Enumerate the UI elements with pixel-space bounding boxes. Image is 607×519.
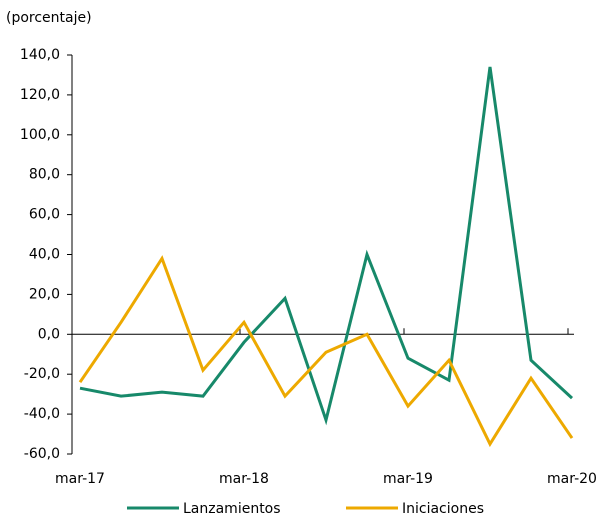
y-tick-label: -60,0 <box>24 446 60 462</box>
y-tick-label: 100,0 <box>20 127 60 143</box>
series-line <box>78 255 574 448</box>
y-tick-label: 80,0 <box>29 167 60 183</box>
x-tick-label: mar-19 <box>383 471 433 487</box>
y-tick-label: -40,0 <box>24 406 60 422</box>
series-line <box>79 66 574 426</box>
x-tick-label: mar-18 <box>219 471 269 487</box>
legend-label: Lanzamientos <box>183 501 281 517</box>
x-tick-label: mar-17 <box>55 471 105 487</box>
y-tick-label: -20,0 <box>24 366 60 382</box>
y-tick-label: 0,0 <box>38 326 60 342</box>
chart-title: (porcentaje) <box>6 10 92 26</box>
y-tick-label: 20,0 <box>29 286 60 302</box>
legend-label: Iniciaciones <box>402 501 484 517</box>
y-tick-label: 120,0 <box>20 87 60 103</box>
y-tick-label: 60,0 <box>29 207 60 223</box>
y-tick-label: 140,0 <box>20 47 60 63</box>
y-tick-label: 40,0 <box>29 247 60 263</box>
x-tick-label: mar-20 <box>547 471 597 487</box>
